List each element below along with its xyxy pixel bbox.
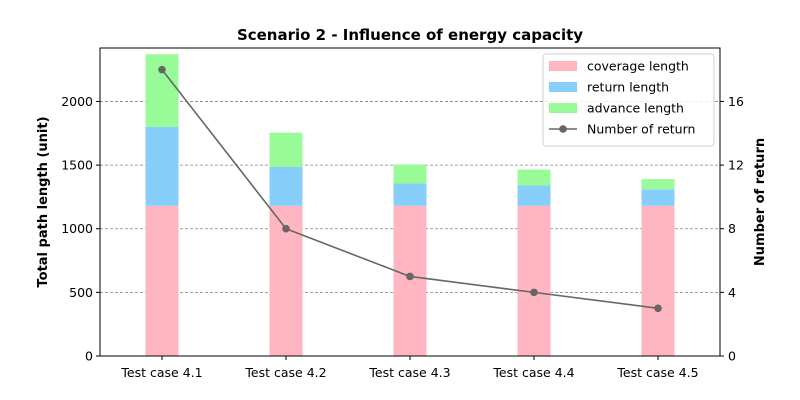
legend-label: coverage length <box>587 59 689 74</box>
y-tick-label-right: 12 <box>728 158 744 173</box>
axes: 0 500 1000 1500 2000 0 4 8 12 16 Test case 4.1 Test… <box>61 47 744 380</box>
bars <box>145 54 675 356</box>
bar-coverage-length-3 <box>393 205 427 356</box>
bar-return-length-2 <box>269 167 303 206</box>
y-tick-label-left: 0 <box>85 349 93 364</box>
y-axis-label-right: Number of return <box>753 138 768 266</box>
bar-return-length-3 <box>393 183 427 206</box>
bar-advance-length-1 <box>145 54 179 127</box>
bar-advance-length-4 <box>517 169 551 186</box>
x-tick-label: Test case 4.5 <box>616 365 698 380</box>
x-tick-label: Test case 4.3 <box>368 365 450 380</box>
y-tick-label-left: 1500 <box>61 158 93 173</box>
y-tick-label-right: 8 <box>728 221 736 236</box>
x-tick-label: Test case 4.1 <box>120 365 202 380</box>
y-axis-label-left: Total path length (unit) <box>36 116 51 287</box>
legend-label: Number of return <box>587 122 695 137</box>
bar-advance-length-2 <box>269 132 303 167</box>
legend-swatch <box>549 103 577 113</box>
bar-return-length-5 <box>641 189 675 206</box>
y-tick-label-right: 0 <box>728 349 736 364</box>
legend-swatch <box>549 61 577 71</box>
x-tick-label: Test case 4.4 <box>492 365 574 380</box>
legend-box <box>542 53 715 147</box>
legend-marker <box>559 125 567 133</box>
point-number-of-return-2 <box>282 224 290 233</box>
point-number-of-return-5 <box>654 304 662 313</box>
bar-return-length-4 <box>517 185 551 206</box>
y-tick-label-left: 1000 <box>61 221 93 236</box>
y-tick-label-left: 500 <box>69 285 93 300</box>
bar-advance-length-5 <box>641 179 675 190</box>
y-tick-label-left: 2000 <box>61 94 93 109</box>
chart-title: Scenario 2 - Influence of energy capacit… <box>237 26 583 44</box>
x-tick-label: Test case 4.2 <box>244 365 326 380</box>
legend-label: return length <box>587 80 669 95</box>
point-number-of-return-1 <box>158 65 166 74</box>
legend-swatch <box>549 82 577 92</box>
bar-coverage-length-5 <box>641 205 675 356</box>
bar-coverage-length-1 <box>145 205 179 356</box>
legend-label: advance length <box>587 101 684 116</box>
return-line <box>158 65 662 313</box>
legend: coverage length return length advance leng… <box>542 53 715 147</box>
y-tick-label-right: 16 <box>728 94 744 109</box>
point-number-of-return-3 <box>406 272 414 281</box>
bar-coverage-length-4 <box>517 205 551 356</box>
y-tick-label-right: 4 <box>728 285 736 300</box>
bar-return-length-1 <box>145 126 179 206</box>
bar-advance-length-3 <box>393 164 427 184</box>
point-number-of-return-4 <box>530 288 538 297</box>
